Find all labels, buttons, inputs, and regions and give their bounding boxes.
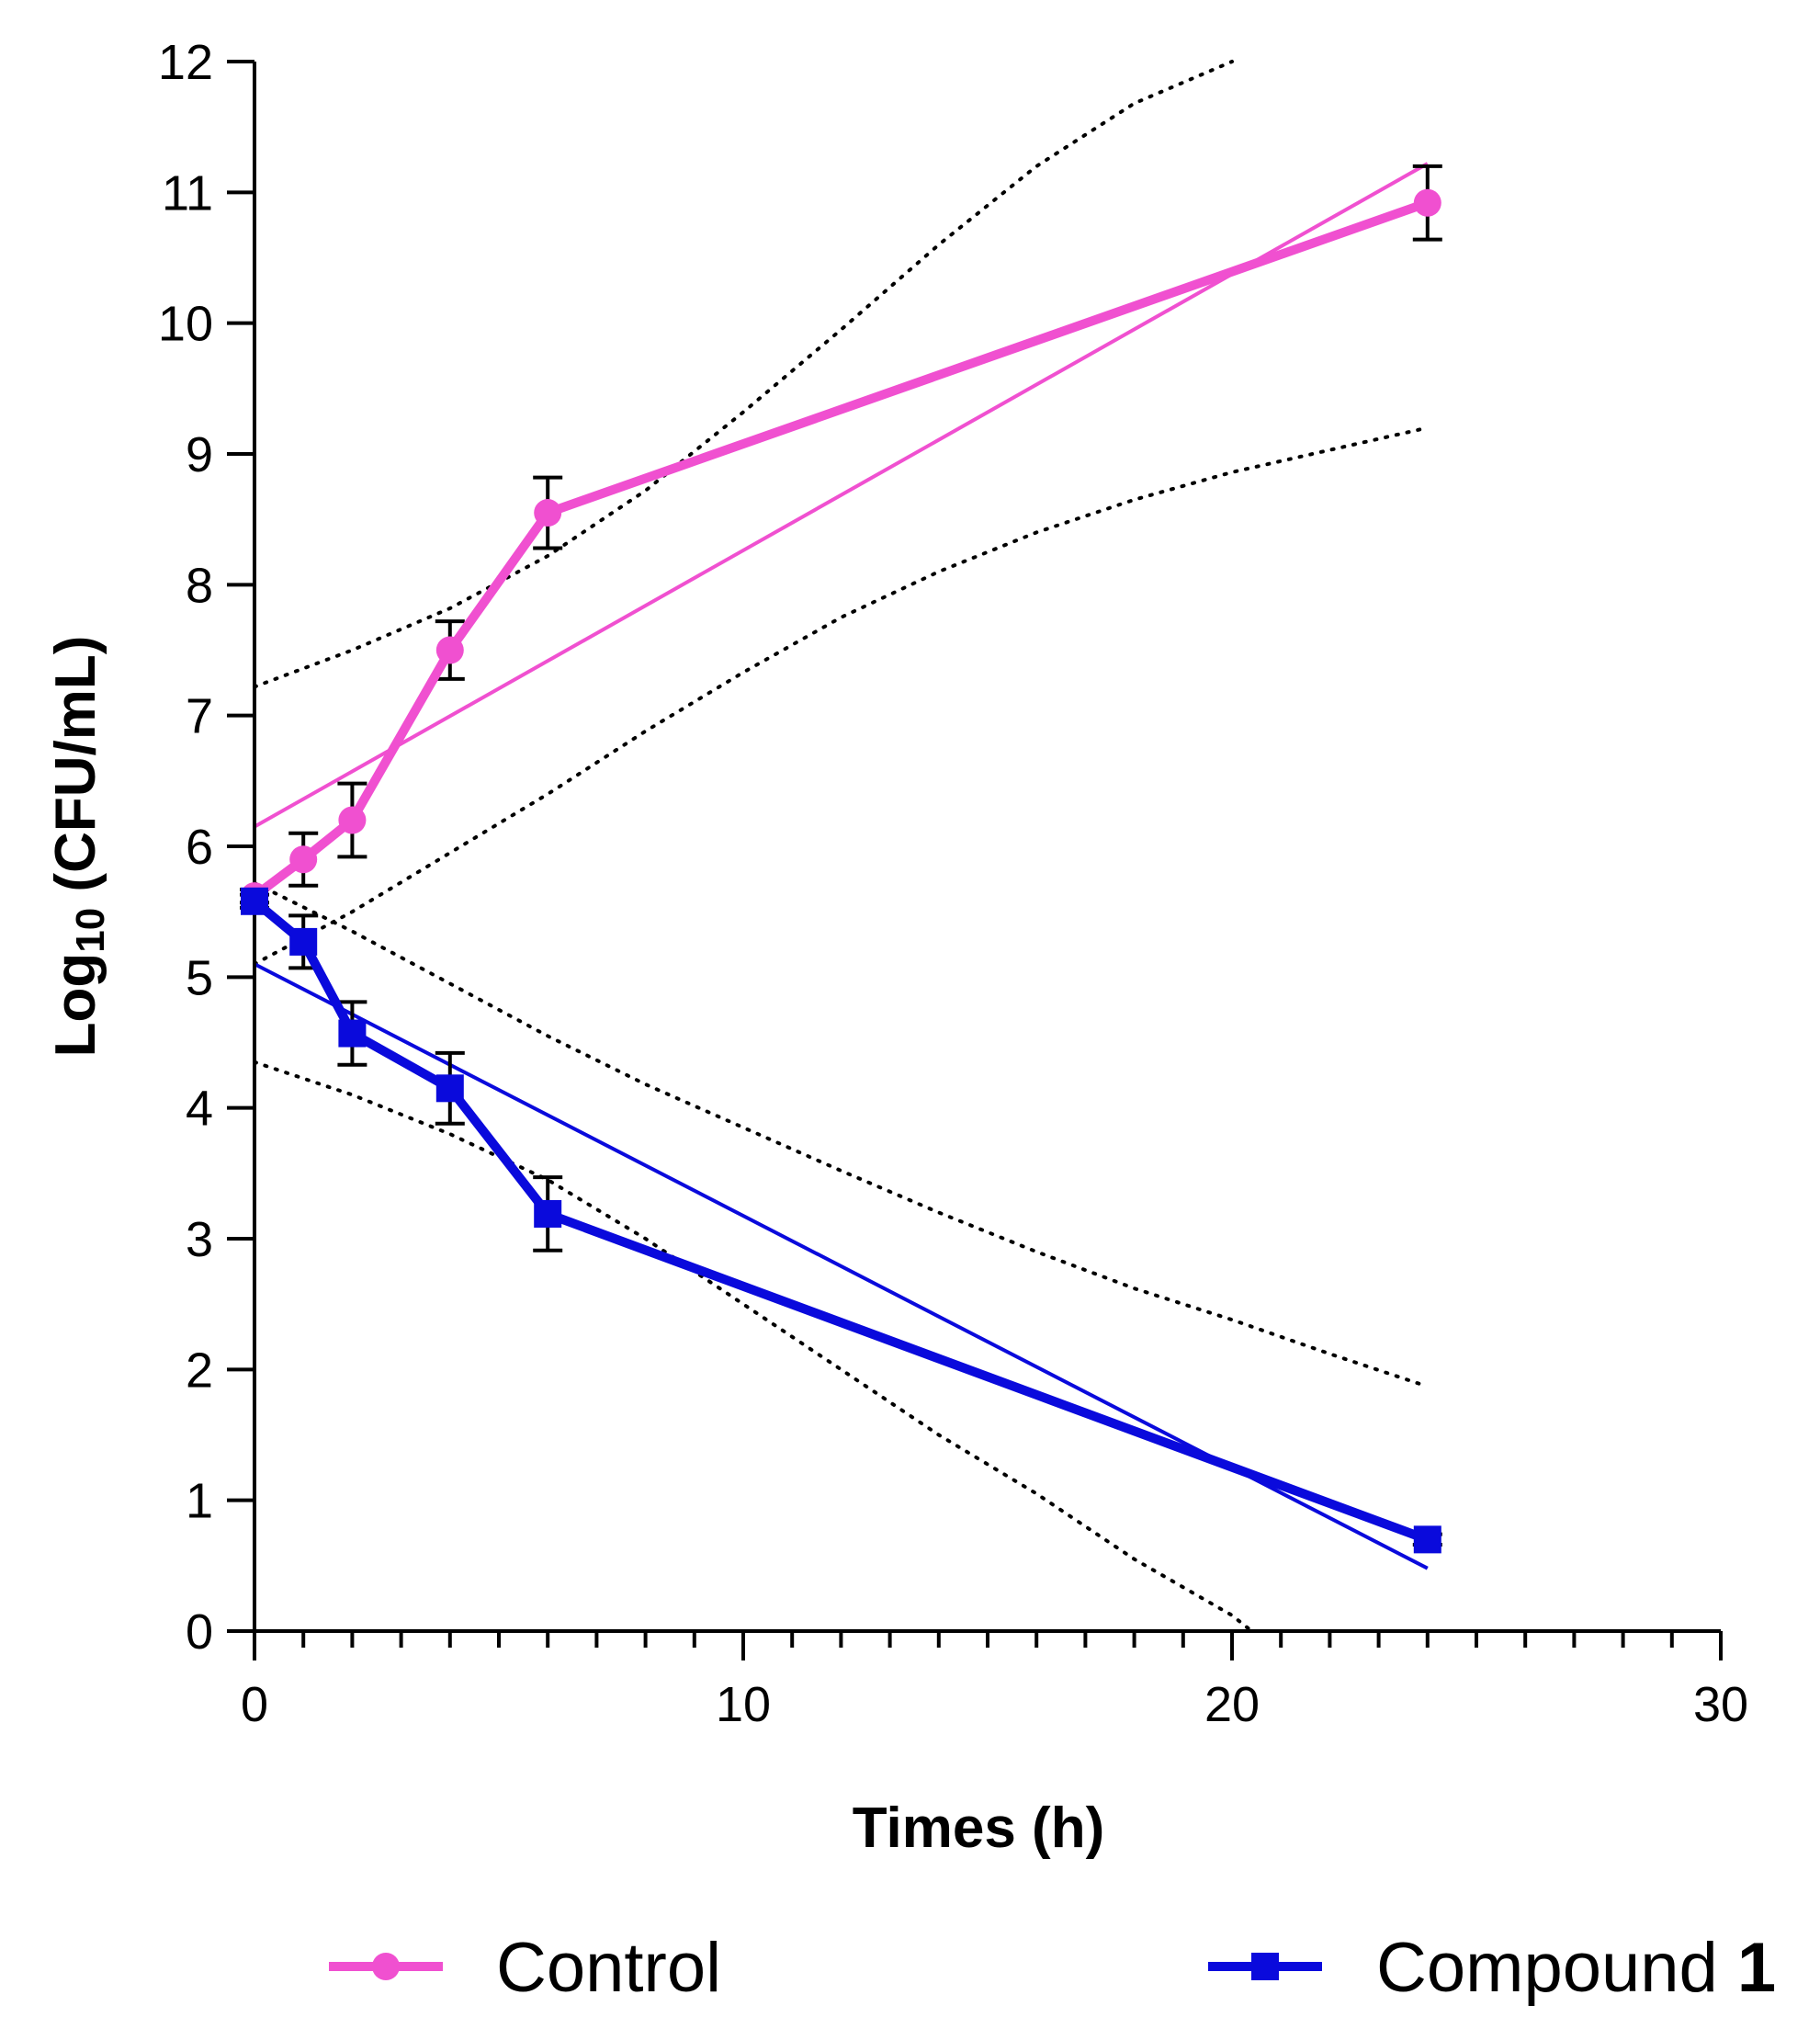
y-tick-label: 11 [162, 165, 213, 221]
x-tick-label: 0 [241, 1677, 268, 1732]
series-1-confidence-lower [253, 1060, 1254, 1633]
series-1-point [338, 1019, 367, 1048]
legend-item-0: Control [329, 1929, 721, 2007]
series-0-confidence-upper [253, 60, 1234, 689]
series-0-point [289, 845, 318, 874]
y-tick-label: 9 [186, 427, 213, 482]
legend-label-bold: 1 [1737, 1929, 1776, 2007]
legend-label-main: Compound [1376, 1929, 1737, 2007]
y-tick-label: 2 [186, 1343, 213, 1398]
confidence-bands [253, 60, 1430, 1633]
y-tick-label: 4 [186, 1082, 213, 1137]
series-1-point [1413, 1525, 1441, 1554]
legend-label: Control [496, 1929, 721, 2007]
y-axis-title: Log10 (CFU/mL) [44, 636, 113, 1058]
series-1-point [241, 887, 268, 915]
y-tick-label: 5 [186, 950, 213, 1005]
series-0-confidence-lower [253, 425, 1430, 967]
legend-item-1: Compound 1 [1208, 1929, 1776, 2007]
series-1-point [289, 927, 318, 956]
series-0-point [1413, 188, 1441, 217]
y-tick-label: 12 [158, 35, 213, 90]
y-tick-label: 6 [186, 820, 213, 875]
axis-titles: Times (h)Log10 (CFU/mL) [44, 636, 1104, 1860]
series-1-confidence-upper [253, 880, 1430, 1388]
x-tick-label: 20 [1204, 1677, 1260, 1732]
y-tick-label: 8 [186, 558, 213, 613]
legend-swatch-marker [372, 1953, 400, 1980]
series-0-point [338, 806, 367, 834]
y-axis-title-rest: (CFU/mL) [44, 636, 107, 908]
series-1-line [251, 897, 1430, 1545]
data-series [240, 164, 1442, 1554]
y-axis-title-subscript: 10 [68, 908, 113, 953]
legend-swatch-marker [1251, 1953, 1279, 1980]
y-tick-label: 1 [186, 1474, 213, 1529]
y-tick-label: 0 [186, 1604, 213, 1660]
y-tick-label: 10 [158, 297, 213, 352]
x-tick-label: 30 [1693, 1677, 1748, 1732]
x-axis-title: Times (h) [853, 1796, 1104, 1860]
y-axis-title-main: Log [44, 953, 107, 1058]
x-tick-label: 10 [716, 1677, 771, 1732]
y-tick-label: 7 [186, 689, 213, 744]
y-tick-label: 3 [186, 1212, 213, 1267]
series-0-point [435, 636, 464, 664]
legend: Control Compound 1 [329, 1929, 1776, 2007]
legend-label: Compound 1 [1376, 1929, 1776, 2007]
series-0-point [534, 499, 562, 527]
series-0-line [252, 198, 1430, 901]
series-1-point [534, 1199, 562, 1228]
series-1-point [435, 1074, 464, 1103]
